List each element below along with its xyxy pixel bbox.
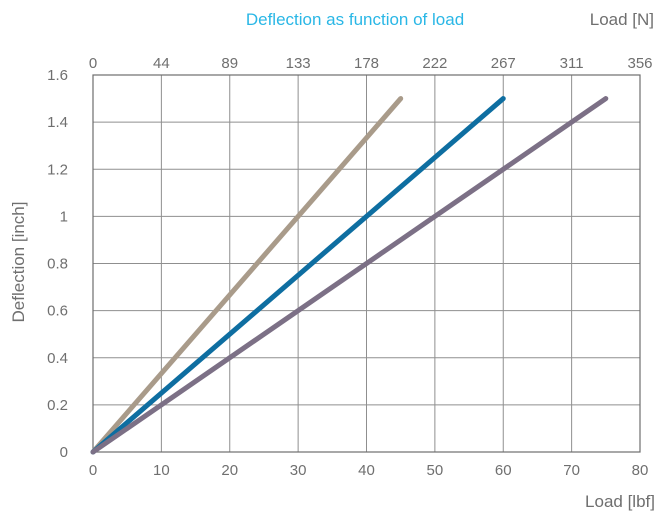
top-x-axis-title: Load [N] (590, 10, 654, 29)
x-axis-title: Load [lbf] (585, 492, 655, 511)
series-lines (90, 96, 609, 455)
top-x-tick-label: 44 (153, 55, 170, 72)
x-tick-label: 40 (358, 462, 375, 479)
x-tick-label: 50 (427, 462, 444, 479)
series-line-2 (90, 96, 506, 455)
series-line-3 (90, 96, 609, 455)
y-axis-title: Deflection [inch] (9, 202, 28, 323)
tick-labels: 0 10 20 30 40 50 60 70 800 44 89 133 178 222 267 311 356… (47, 55, 652, 479)
y-tick-label: 0.8 (47, 256, 68, 273)
top-x-tick-label: 356 (627, 55, 652, 72)
y-tick-label: 1.4 (47, 114, 68, 131)
top-x-tick-label: 267 (491, 55, 516, 72)
y-tick-label: 0.6 (47, 303, 68, 320)
x-tick-label: 60 (495, 462, 512, 479)
y-tick-label: 1.6 (47, 67, 68, 84)
top-x-tick-label: 89 (221, 55, 238, 72)
top-x-tick-label: 0 (89, 55, 97, 72)
y-tick-label: 0 (60, 444, 68, 461)
chart-title: Deflection as function of load (246, 10, 464, 29)
top-x-tick-label: 178 (354, 55, 379, 72)
top-x-tick-label: 311 (560, 55, 584, 72)
x-tick-label: 30 (290, 462, 307, 479)
x-tick-label: 80 (632, 462, 649, 479)
x-tick-label: 20 (221, 462, 238, 479)
x-tick-label: 10 (153, 462, 170, 479)
x-tick-label: 70 (563, 462, 580, 479)
top-x-tick-label: 133 (286, 55, 311, 72)
y-tick-label: 0.2 (47, 397, 68, 414)
y-tick-label: 0.4 (47, 350, 68, 367)
series-line-1 (90, 96, 404, 455)
x-tick-label: 0 (89, 462, 97, 479)
top-x-tick-label: 222 (422, 55, 447, 72)
y-tick-label: 1 (60, 208, 68, 225)
plot-area-border (92, 74, 641, 453)
y-tick-label: 1.2 (47, 161, 68, 178)
